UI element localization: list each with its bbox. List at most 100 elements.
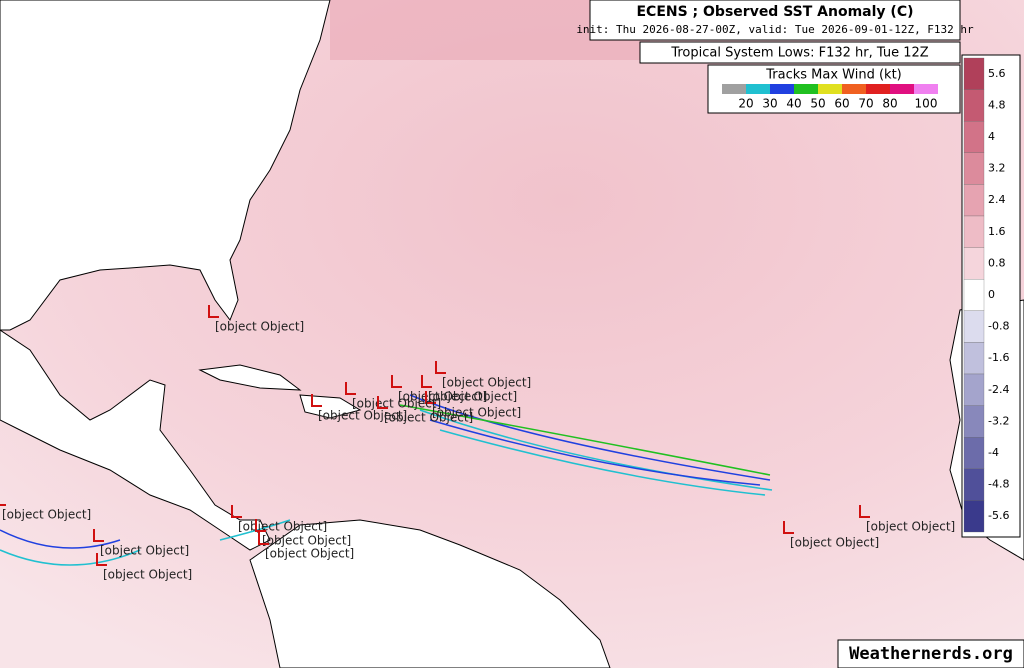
track — [399, 404, 771, 476]
low-pressure: [object Object] — [790, 536, 879, 550]
swatch — [770, 84, 794, 94]
colorbar-tick: 4.8 — [988, 98, 1006, 111]
low-symbol — [421, 375, 432, 388]
colorbar-cell — [963, 500, 985, 533]
colorbar-tick: -3.2 — [988, 414, 1009, 427]
swatch — [722, 84, 746, 94]
legend-tick: 40 — [786, 97, 801, 111]
colorbar-tick: 0.8 — [988, 256, 1006, 269]
colorbar-cell — [963, 215, 985, 248]
colorbar-tick: 1.6 — [988, 225, 1006, 238]
colorbar-cell — [963, 279, 985, 311]
legend-tick: 60 — [834, 97, 849, 111]
low-pressure: [object Object] — [352, 397, 441, 411]
low-symbol — [783, 521, 794, 534]
colorbar: 5.6 4.8 4 3.2 2.4 1.6 0.8 0 -0.8 -1.6 -2.4 -3.2 -4 -4… — [963, 57, 1009, 533]
legend-title: Tracks Max Wind (kt) — [765, 68, 902, 83]
track — [0, 529, 121, 549]
low-pressure: [object Object] — [432, 406, 521, 420]
low-symbol — [377, 396, 388, 409]
central-america — [0, 329, 271, 551]
north-america — [0, 0, 331, 331]
track — [439, 429, 766, 496]
swatch — [842, 84, 866, 94]
low-symbol — [425, 391, 436, 404]
colorbar-tick: -2.4 — [988, 383, 1009, 396]
legend-swatches — [722, 84, 938, 94]
lows: [object Object][object Object][object Ob… — [0, 305, 955, 582]
legend-tick: 70 — [858, 97, 873, 111]
legend-ticks: 20 30 40 50 60 70 80 100 — [738, 97, 937, 111]
hispaniola — [299, 394, 362, 419]
watermark: Weathernerds.org — [849, 644, 1013, 664]
low-symbol — [435, 361, 446, 374]
swatch — [890, 84, 914, 94]
track — [409, 394, 771, 481]
colorbar-tick: 0 — [988, 288, 995, 301]
colorbar-tick: -4 — [988, 446, 999, 459]
legend-tick: 100 — [915, 97, 938, 111]
low-pressure: [object Object] — [265, 547, 354, 561]
low-pressure: [object Object] — [215, 320, 304, 334]
low-symbol — [231, 505, 242, 518]
colorbar-tick: -5.6 — [988, 509, 1009, 522]
swatch — [914, 84, 938, 94]
tracks — [0, 394, 773, 566]
low-pressure: [object Object] — [866, 520, 955, 534]
colorbar-cell — [963, 342, 985, 375]
colorbar-cell — [963, 57, 985, 90]
low-pressure: [object Object] — [384, 411, 473, 425]
low-symbol — [96, 553, 107, 566]
low-pressure: [object Object] — [100, 544, 189, 558]
colorbar-cell — [963, 437, 985, 469]
colorbar-tick: 4 — [988, 130, 995, 143]
low-symbol — [311, 394, 322, 407]
colorbar-tick: 3.2 — [988, 162, 1006, 175]
colorbar-tick: -4.8 — [988, 478, 1009, 491]
low-symbol — [208, 305, 219, 318]
track — [419, 409, 773, 491]
track — [429, 419, 761, 486]
low-symbol — [255, 519, 266, 532]
colorbar-tick: 5.6 — [988, 67, 1006, 80]
low-pressure: [object Object] — [238, 520, 327, 534]
legend-tick: 50 — [810, 97, 825, 111]
lows-box — [639, 41, 961, 64]
low-pressure: [object Object] — [2, 508, 91, 522]
low-pressure: [object Object] — [103, 568, 192, 582]
colorbar-cell — [963, 184, 985, 217]
low-symbol — [258, 532, 269, 545]
low-pressure: [object Object] — [428, 390, 517, 404]
cuba — [198, 364, 302, 391]
colorbar-tick: 2.4 — [988, 193, 1006, 206]
colorbar-cell — [963, 152, 985, 185]
colorbar-tick: -0.8 — [988, 320, 1009, 333]
low-symbol — [93, 529, 104, 542]
low-symbol — [859, 505, 870, 518]
low-symbol — [0, 504, 6, 506]
colorbar-cell — [963, 310, 985, 343]
swatch — [818, 84, 842, 94]
swatch — [746, 84, 770, 94]
legend-tick: 20 — [738, 97, 753, 111]
colorbar-tick: -1.6 — [988, 351, 1009, 364]
colorbar-cell — [963, 468, 985, 501]
track — [0, 549, 141, 566]
legend-tick: 30 — [762, 97, 777, 111]
colorbar-cell — [963, 373, 985, 406]
colorbar-cell — [963, 89, 985, 122]
low-symbol — [391, 375, 402, 388]
low-pressure: [object Object] — [442, 376, 531, 390]
low-pressure: [object Object] — [318, 409, 407, 423]
title: ECENS ; Observed SST Anomaly (C) — [636, 4, 913, 20]
legend-tick: 80 — [882, 97, 897, 111]
swatch — [794, 84, 818, 94]
colorbar-cell — [963, 121, 985, 153]
swatch — [866, 84, 890, 94]
south-america — [249, 519, 611, 669]
low-pressure: [object Object] — [398, 390, 487, 404]
low-symbol — [345, 382, 356, 395]
lows-label: Tropical System Lows: F132 hr, Tue 12Z — [670, 46, 928, 61]
subtitle: init: Thu 2026-08-27-00Z, valid: Tue 202… — [576, 23, 974, 36]
